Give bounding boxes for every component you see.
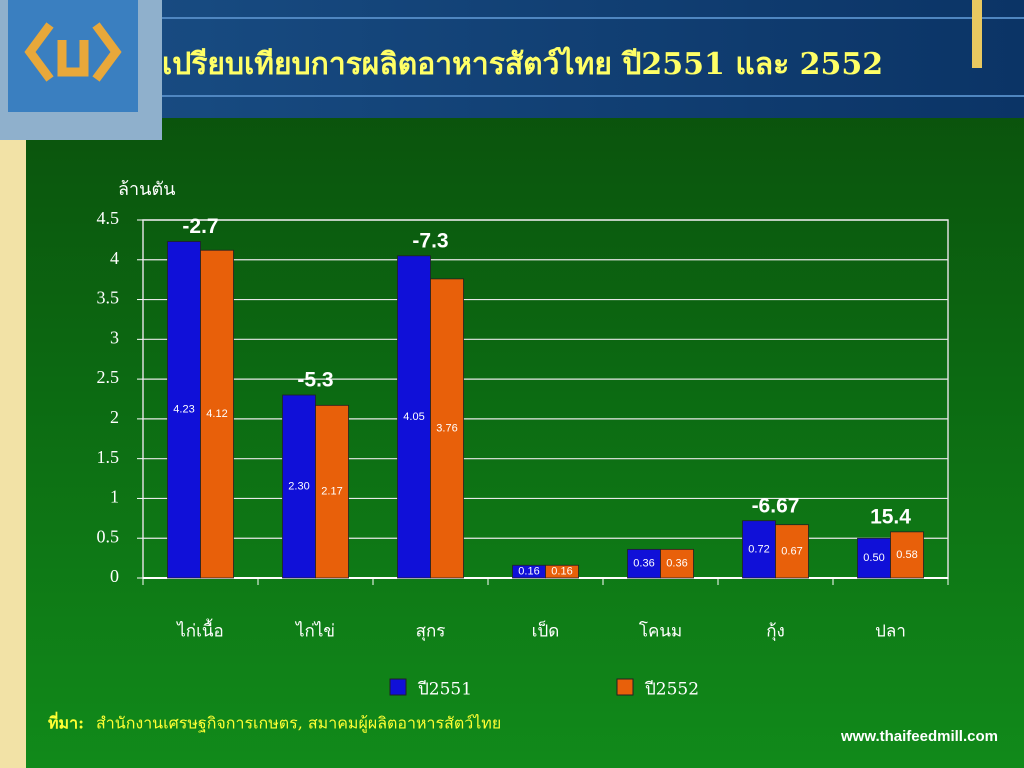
- x-tick-label: สุกร: [416, 622, 446, 642]
- chart-title: เปรียบเทียบการผลิตอาหารสัตว์ไทย ปี2551 แ…: [162, 46, 883, 82]
- change-label: -2.7: [182, 215, 218, 238]
- value-label: 0.16: [518, 566, 539, 578]
- x-tick-label: ไก่เนื้อ: [175, 619, 223, 642]
- value-label: 3.76: [436, 422, 457, 434]
- change-label: -7.3: [412, 229, 448, 252]
- bar: [890, 531, 924, 579]
- header-accent: [972, 0, 982, 68]
- x-tick-label: ไก่ไข่: [294, 621, 335, 642]
- value-label: 4.05: [403, 411, 424, 423]
- value-label: 0.36: [666, 558, 687, 570]
- y-tick-label: 2.5: [97, 367, 120, 387]
- header-band: [0, 0, 1024, 118]
- legend-label: ปี2551: [417, 680, 472, 700]
- value-label: 0.58: [896, 549, 917, 561]
- bar: [167, 241, 201, 579]
- x-tick-label: โคนม: [639, 621, 682, 642]
- bar: [660, 548, 694, 579]
- y-tick-label: 2: [110, 407, 119, 427]
- legend-swatch: [389, 678, 407, 696]
- change-label: 15.4: [870, 505, 911, 528]
- bar: [200, 249, 234, 579]
- value-label: 0.67: [781, 545, 802, 557]
- y-tick-label: 0.5: [97, 526, 120, 546]
- bar: [282, 394, 316, 579]
- logo-icon: [24, 22, 122, 82]
- y-tick-label: 3.5: [97, 288, 120, 308]
- bar: [545, 564, 579, 579]
- y-tick-label: 4: [110, 248, 119, 268]
- y-tick-label: 3: [110, 327, 119, 347]
- y-tick-label: 1: [110, 487, 119, 507]
- y-tick-label: 1.5: [97, 447, 120, 467]
- value-label: 2.30: [288, 480, 309, 492]
- bar: [315, 404, 349, 579]
- value-label: 4.23: [173, 404, 194, 416]
- change-label: -5.3: [297, 369, 333, 392]
- bar: [742, 520, 776, 579]
- left-strip: [0, 140, 26, 768]
- value-label: 0.72: [748, 543, 769, 555]
- bar: [775, 524, 809, 579]
- bar: [397, 255, 431, 579]
- x-tick-label: เป็ด: [532, 620, 560, 642]
- bar: [430, 278, 464, 579]
- value-label: 0.50: [863, 552, 884, 564]
- x-tick-label: กุ้ง: [766, 622, 785, 642]
- x-tick-label: ปลา: [875, 622, 906, 642]
- y-tick-label: 4.5: [97, 208, 120, 228]
- legend-swatch: [616, 678, 634, 696]
- y-tick-label: 0: [110, 566, 119, 586]
- y-axis-label: ล้านตัน: [118, 179, 175, 200]
- source-label: ที่มา:: [48, 712, 84, 733]
- value-label: 0.36: [633, 558, 654, 570]
- value-label: 0.16: [551, 566, 572, 578]
- change-label: -6.67: [752, 494, 800, 517]
- website: www.thaifeedmill.com: [840, 728, 998, 745]
- source: สำนักงานเศรษฐกิจการเกษตร, สมาคมผู้ผลิตอา…: [96, 714, 501, 734]
- value-label: 2.17: [321, 486, 342, 498]
- value-label: 4.12: [206, 408, 227, 420]
- plot: 0 0.5 1 1.5 2 2.5 3 3.5 4 4.5 ไก่เนื้อ 4.23 4.12 -2.7…: [97, 208, 949, 700]
- legend-label: ปี2552: [644, 680, 699, 700]
